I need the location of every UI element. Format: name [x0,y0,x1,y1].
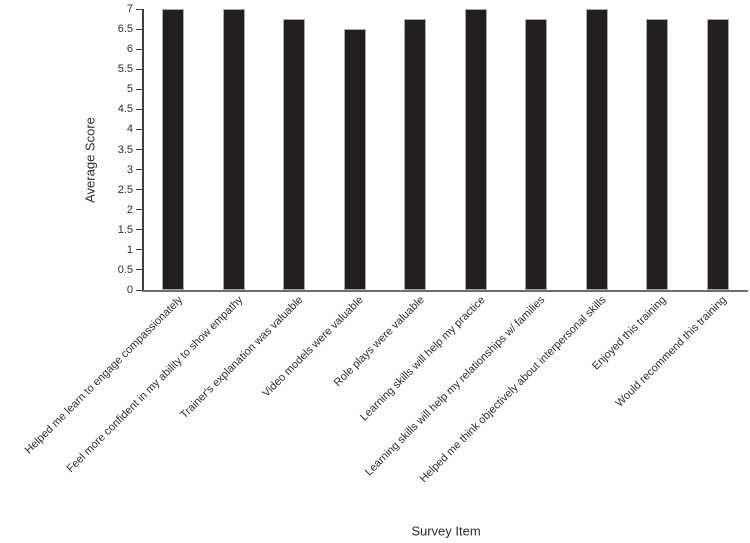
y-tick-mark [136,229,143,231]
y-tick-label: 1.5 [117,223,133,236]
x-category-label: Video models were valuable [260,294,367,400]
y-tick-mark [136,88,143,90]
bar [343,29,366,290]
y-tick-label: 2.5 [117,183,133,196]
y-tick-mark [136,189,143,191]
y-tick-mark [136,48,143,50]
y-tick-mark [136,8,143,10]
bar [162,9,185,290]
bar [404,19,427,290]
y-tick-mark [136,108,143,110]
y-tick-label: 3 [126,163,133,176]
y-tick-mark [136,169,143,171]
y-tick-label: 0 [126,284,133,296]
bar [525,19,548,290]
x-category-label: Would recommend this training [613,294,730,410]
y-tick-mark [136,149,143,150]
y-tick-label: 5.5 [117,63,133,76]
y-tick-mark [136,289,143,291]
bar [706,19,729,290]
y-tick-label: 1 [126,243,133,256]
y-axis-line [142,9,144,291]
y-tick-label: 4.5 [117,103,133,116]
y-tick-label: 3.5 [117,143,133,156]
bar [464,9,487,290]
x-axis-line [142,290,748,292]
bar [283,19,306,290]
y-tick-label: 0.5 [117,263,133,276]
bar [646,19,669,290]
y-tick-mark [136,28,143,30]
y-tick-label: 6.5 [117,23,133,36]
x-category-label: Trainer's explanation was valuable [178,294,306,422]
y-tick-mark [136,269,143,271]
bar [222,9,245,290]
y-tick-label: 7 [126,3,133,15]
bar [585,9,608,290]
x-category-label: Learning skills will help my practice [357,294,488,424]
y-tick-mark [136,249,143,251]
y-tick-label: 5 [126,83,133,96]
y-tick-mark [136,209,143,211]
y-tick-label: 4 [126,123,133,136]
y-tick-label: 2 [126,203,133,216]
y-tick-mark [136,68,143,70]
y-tick-label: 6 [126,43,133,56]
y-tick-mark [136,128,143,130]
x-axis-title: Survey Item [411,523,481,539]
